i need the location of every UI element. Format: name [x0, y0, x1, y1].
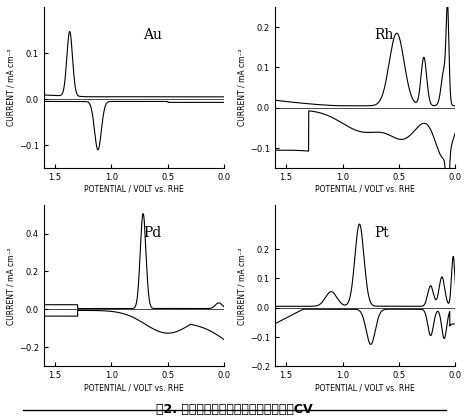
X-axis label: POTENTIAL / VOLT vs. RHE: POTENTIAL / VOLT vs. RHE — [84, 185, 184, 194]
Text: Pd: Pd — [143, 226, 161, 240]
X-axis label: POTENTIAL / VOLT vs. RHE: POTENTIAL / VOLT vs. RHE — [84, 383, 184, 392]
X-axis label: POTENTIAL / VOLT vs. RHE: POTENTIAL / VOLT vs. RHE — [315, 185, 415, 194]
Text: 図2. 種々の金属電極の硫酸中におけるCV: 図2. 種々の金属電極の硫酸中におけるCV — [156, 403, 313, 416]
Y-axis label: CURRENT / mA cm⁻²: CURRENT / mA cm⁻² — [238, 247, 247, 325]
Y-axis label: CURRENT / mA cm⁻²: CURRENT / mA cm⁻² — [7, 49, 16, 126]
Text: Au: Au — [143, 28, 162, 42]
X-axis label: POTENTIAL / VOLT vs. RHE: POTENTIAL / VOLT vs. RHE — [315, 383, 415, 392]
Y-axis label: CURRENT / mA cm⁻²: CURRENT / mA cm⁻² — [238, 49, 247, 126]
Text: Rh: Rh — [374, 28, 393, 42]
Y-axis label: CURRENT / mA cm⁻²: CURRENT / mA cm⁻² — [7, 247, 16, 325]
Text: Pt: Pt — [374, 226, 389, 240]
